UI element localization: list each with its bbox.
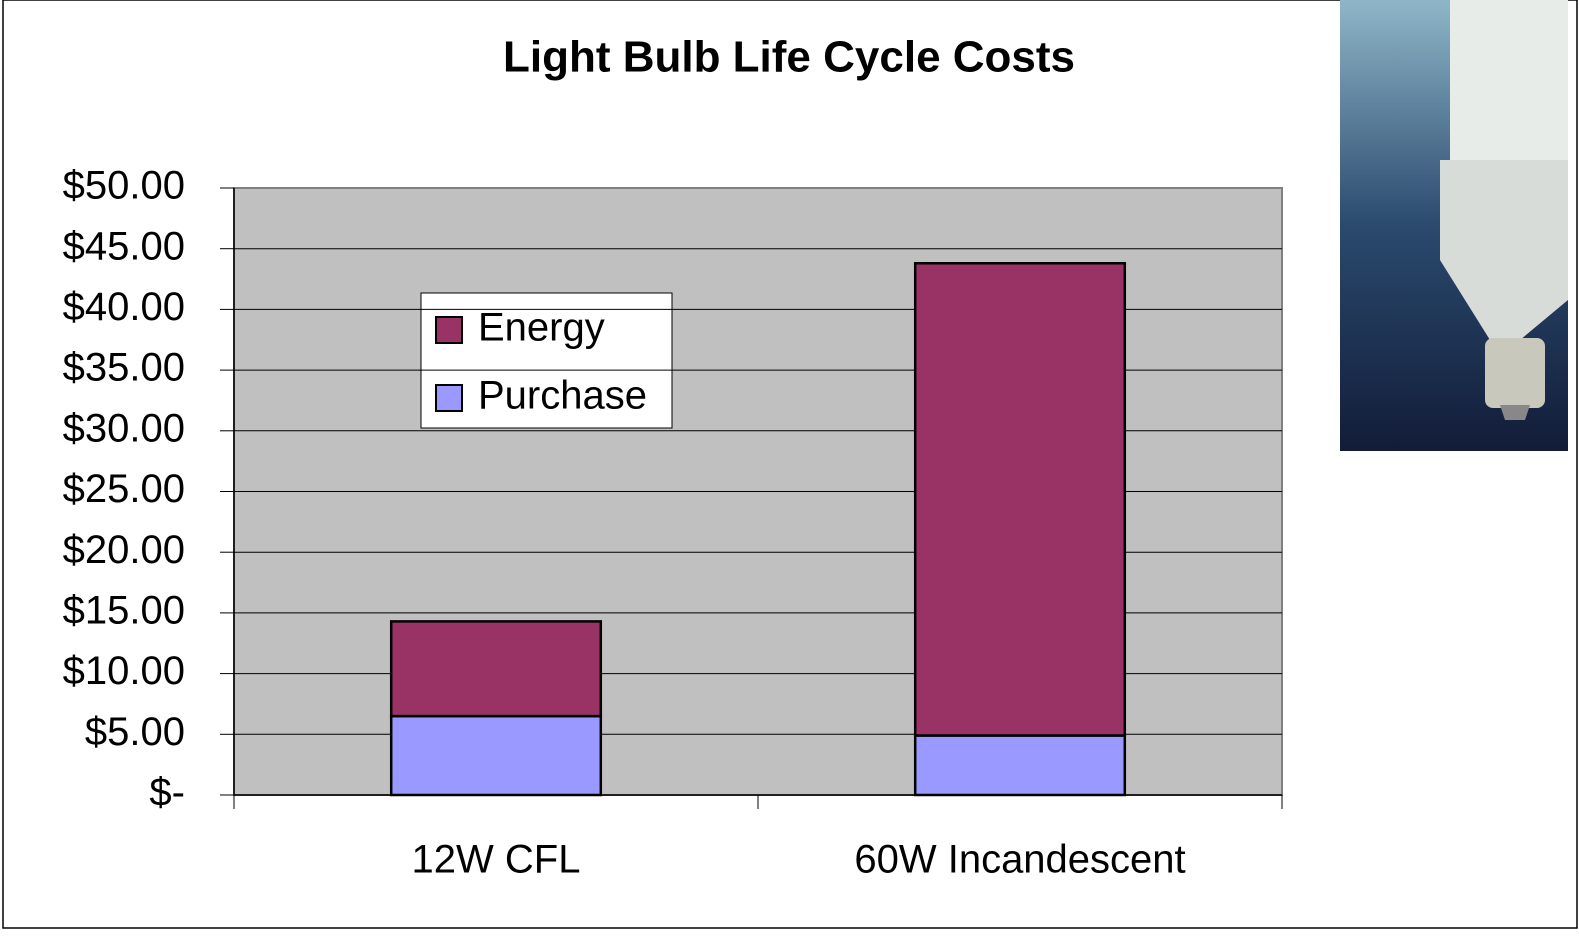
legend-label: Purchase [478, 374, 647, 418]
x-tick-label: 60W Incandescent [854, 838, 1185, 882]
legend-swatch [436, 317, 462, 343]
chart: Light Bulb Life Cycle Costs $- $5.00 $10.0… [0, 0, 1579, 938]
y-tick-label: $25.00 [63, 467, 185, 511]
y-tick-label: $35.00 [63, 346, 185, 390]
y-tick-label: $30.00 [63, 406, 185, 450]
bulb-photo [1340, 0, 1568, 451]
y-tick-label: $45.00 [63, 224, 185, 268]
bar-segment [391, 716, 601, 795]
chart-title: Light Bulb Life Cycle Costs [503, 33, 1075, 82]
y-tick-label: $20.00 [63, 528, 185, 572]
bar-segment [915, 736, 1125, 795]
legend-swatch [436, 385, 462, 411]
x-tick-label: 12W CFL [412, 838, 581, 882]
y-tick-label: $15.00 [63, 588, 185, 632]
y-tick-label: $40.00 [63, 285, 185, 329]
y-tick-label: $10.00 [63, 649, 185, 693]
bar-segment [391, 621, 601, 716]
y-tick-label: $5.00 [85, 710, 185, 754]
y-tick-label: $- [149, 771, 185, 815]
legend-label: Energy [478, 306, 605, 350]
bar-segment [915, 263, 1125, 735]
y-tick-label: $50.00 [63, 164, 185, 208]
